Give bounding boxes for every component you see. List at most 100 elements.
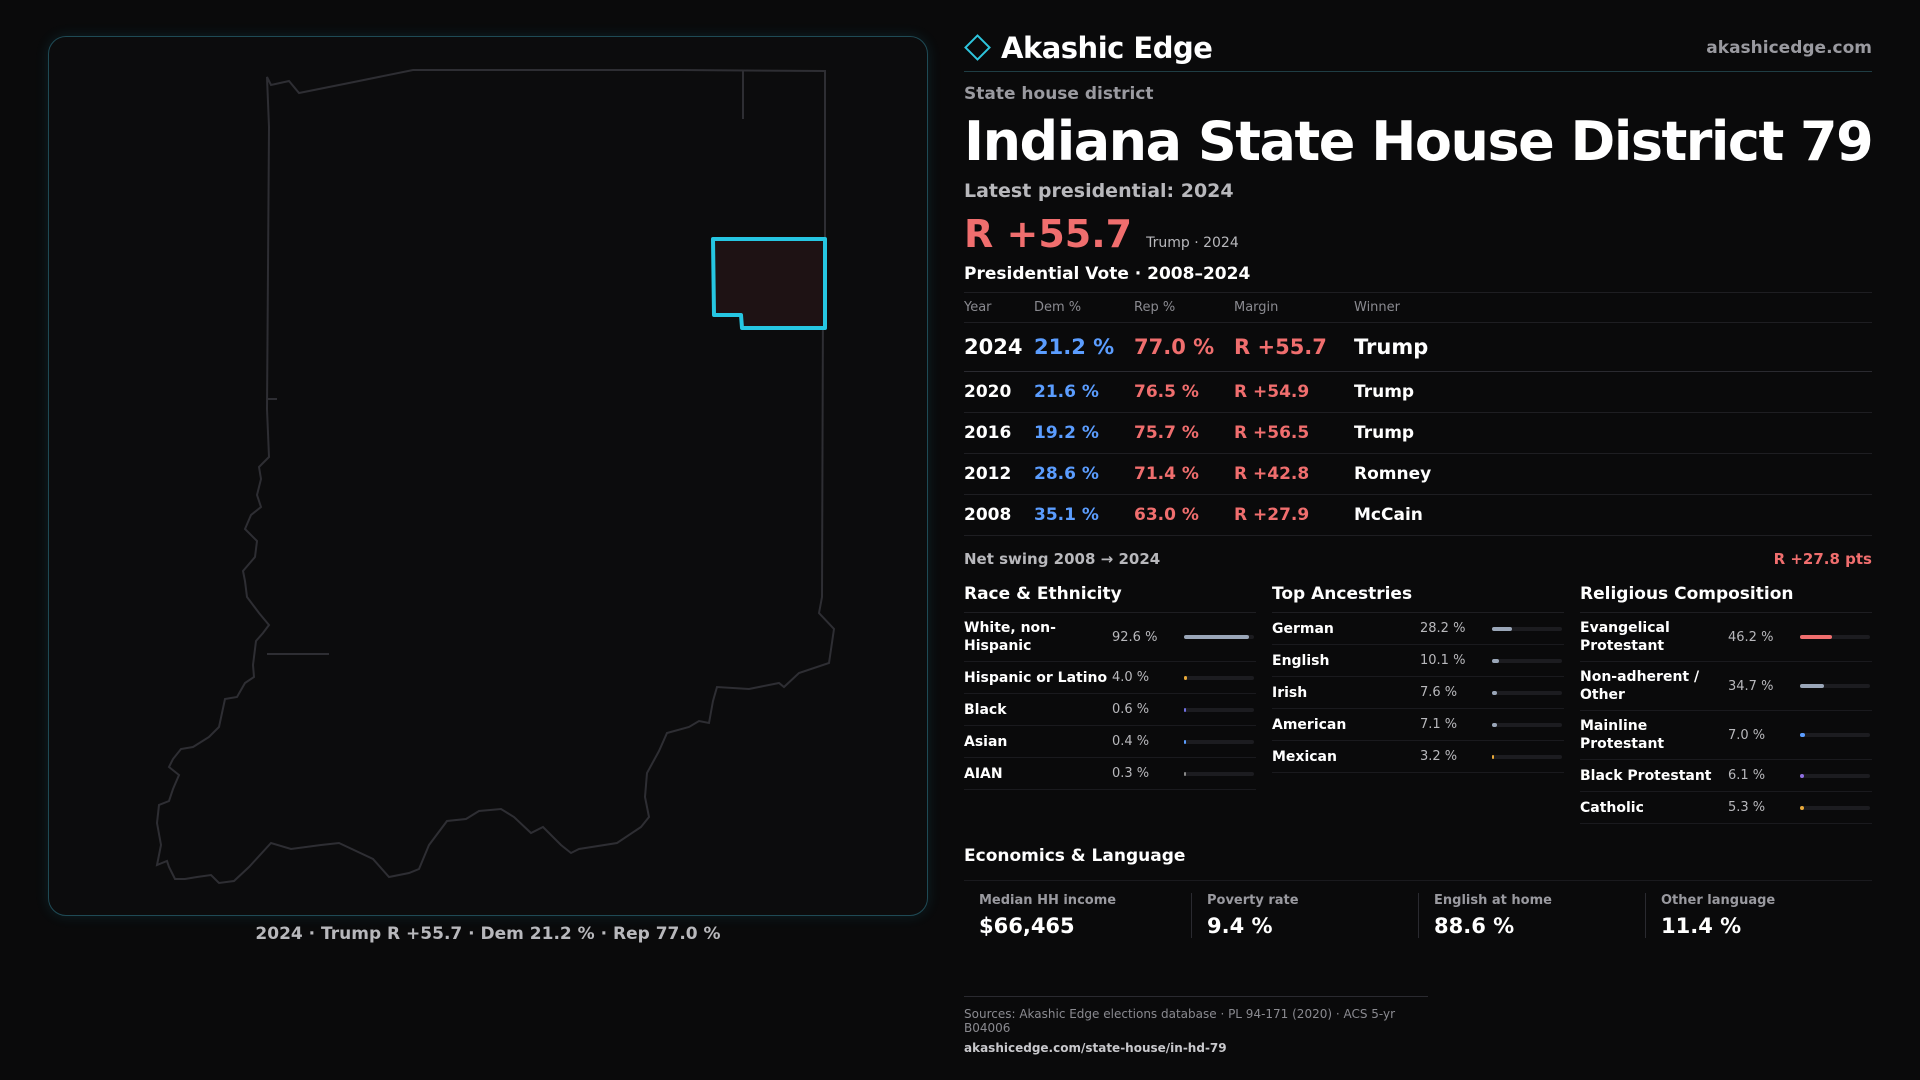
item-bar-fill: [1184, 635, 1249, 639]
item-bar-fill: [1800, 684, 1825, 688]
stat-label: Poverty rate: [1207, 893, 1299, 908]
stat-poverty-rate: Poverty rate 9.4 %: [1191, 893, 1418, 938]
item-value: 7.1 %: [1420, 717, 1458, 732]
item-label: AIAN: [964, 765, 1003, 782]
item-label: Catholic: [1580, 799, 1644, 816]
item-bar-fill: [1184, 707, 1186, 712]
cell-rep: 63.0 %: [1134, 494, 1234, 536]
diamond-outline-icon: [964, 34, 991, 61]
demographics-columns: Race & Ethnicity White, non-Hispanic 92.6…: [964, 584, 1872, 824]
item-value: 46.2 %: [1728, 629, 1774, 645]
item-bar-track: [1800, 773, 1870, 778]
detail-panel: Akashic Edge akashicedge.com State house…: [964, 30, 1874, 938]
cell-year: 2012: [964, 453, 1034, 495]
list-item: Asian 0.4 %: [964, 726, 1256, 758]
item-label: American: [1272, 716, 1347, 733]
item-bar-track: [1184, 739, 1254, 744]
map-caption: 2024 · Trump R +55.7 · Dem 21.2 % · Rep …: [255, 924, 721, 944]
item-value: 5.3 %: [1728, 800, 1766, 815]
item-value: 7.6 %: [1420, 685, 1458, 700]
headline-margin: R +55.7 Trump · 2024: [964, 212, 1872, 256]
top-ancestries-title: Top Ancestries: [1272, 584, 1564, 613]
item-bar-track: [1492, 722, 1562, 727]
item-bar-fill: [1492, 658, 1500, 663]
indiana-state-map: [155, 69, 836, 885]
cell-rep: 77.0 %: [1134, 322, 1234, 372]
item-bar-track: [1800, 684, 1870, 688]
col-header-winner: Winner: [1354, 292, 1872, 323]
list-item: Mainline Protestant 7.0 %: [1580, 711, 1872, 760]
cell-rep: 71.4 %: [1134, 453, 1234, 495]
cell-margin: R +27.9: [1234, 494, 1354, 536]
item-label: Non-adherent / Other: [1580, 669, 1700, 703]
item-label: Hispanic or Latino: [964, 669, 1108, 686]
col-header-margin: Margin: [1234, 292, 1354, 323]
map-panel[interactable]: [48, 36, 928, 916]
brand[interactable]: Akashic Edge: [964, 30, 1213, 65]
table-row: 2012 28.6 % 71.4 % R +42.8 Romney: [964, 453, 1872, 495]
list-item: White, non-Hispanic 92.6 %: [964, 613, 1256, 662]
list-item: Irish 7.6 %: [1272, 677, 1564, 709]
item-value: 6.1 %: [1728, 768, 1766, 783]
race-ethnicity-section: Race & Ethnicity White, non-Hispanic 92.6…: [964, 584, 1256, 824]
item-value: 0.4 %: [1112, 734, 1150, 749]
list-item: Non-adherent / Other 34.7 %: [1580, 662, 1872, 711]
sources-footer: Sources: Akashic Edge elections database…: [964, 996, 1428, 1055]
item-bar-track: [1800, 805, 1870, 810]
religious-composition-title: Religious Composition: [1580, 584, 1872, 613]
brand-header: Akashic Edge akashicedge.com: [964, 30, 1872, 72]
sources-text: Sources: Akashic Edge elections database…: [964, 1007, 1396, 1035]
top-ancestries-section: Top Ancestries German 28.2 % English 10.1 %…: [1272, 584, 1564, 824]
item-bar-fill: [1184, 739, 1186, 744]
state-outline: [155, 69, 836, 885]
list-item: Hispanic or Latino 4.0 %: [964, 662, 1256, 694]
cell-dem: 21.2 %: [1034, 322, 1134, 372]
cell-margin: R +55.7: [1234, 322, 1354, 372]
item-bar-fill: [1800, 805, 1804, 810]
economics-stats: Median HH income $66,465 Poverty rate 9.…: [964, 880, 1872, 938]
source-page-link[interactable]: akashicedge.com/state-house/in-hd-79: [964, 1041, 1227, 1055]
latest-presidential-label: Latest presidential: 2024: [964, 180, 1234, 202]
net-swing-label: Net swing 2008 → 2024: [964, 550, 1161, 568]
item-bar-track: [1800, 733, 1870, 737]
item-value: 7.0 %: [1728, 727, 1766, 743]
list-item: AIAN 0.3 %: [964, 758, 1256, 790]
brand-name: Akashic Edge: [1001, 30, 1213, 65]
item-bar-fill: [1800, 773, 1805, 778]
religious-composition-section: Religious Composition Evangelical Protes…: [1580, 584, 1872, 824]
item-bar-track: [1492, 626, 1562, 631]
item-bar-track: [1492, 754, 1562, 759]
item-label: Black Protestant: [1580, 767, 1712, 784]
district-79-shape[interactable]: [711, 237, 827, 330]
item-value: 92.6 %: [1112, 629, 1158, 645]
cell-year: 2020: [964, 371, 1034, 413]
list-item: Evangelical Protestant 46.2 %: [1580, 613, 1872, 662]
col-header-dem: Dem %: [1034, 292, 1134, 323]
cell-winner: Trump: [1354, 412, 1872, 454]
list-item: German 28.2 %: [1272, 613, 1564, 645]
list-item: Catholic 5.3 %: [1580, 792, 1872, 824]
cell-year: 2008: [964, 494, 1034, 536]
stat-value: $66,465: [979, 914, 1075, 938]
col-header-rep: Rep %: [1134, 292, 1234, 323]
item-label: Mainline Protestant: [1580, 718, 1665, 752]
table-header-row: Year Dem % Rep % Margin Winner: [964, 292, 1872, 323]
list-item: Black 0.6 %: [964, 694, 1256, 726]
brand-url-link[interactable]: akashicedge.com: [1706, 37, 1872, 58]
economics-title: Economics & Language: [964, 846, 1186, 866]
stat-value: 11.4 %: [1661, 914, 1742, 938]
list-item: English 10.1 %: [1272, 645, 1564, 677]
item-bar-fill: [1800, 733, 1805, 737]
cell-dem: 21.6 %: [1034, 371, 1134, 413]
item-label: Mexican: [1272, 748, 1337, 765]
cell-winner: Trump: [1354, 371, 1872, 413]
item-label: White, non-Hispanic: [964, 620, 1056, 654]
cell-year: 2016: [964, 412, 1034, 454]
item-bar-track: [1800, 635, 1870, 639]
item-label: Asian: [964, 733, 1008, 750]
item-value: 0.6 %: [1112, 702, 1150, 717]
item-value: 28.2 %: [1420, 621, 1466, 636]
net-swing: Net swing 2008 → 2024 R +27.8 pts: [964, 550, 1872, 568]
cell-dem: 19.2 %: [1034, 412, 1134, 454]
stat-value: 88.6 %: [1434, 914, 1515, 938]
